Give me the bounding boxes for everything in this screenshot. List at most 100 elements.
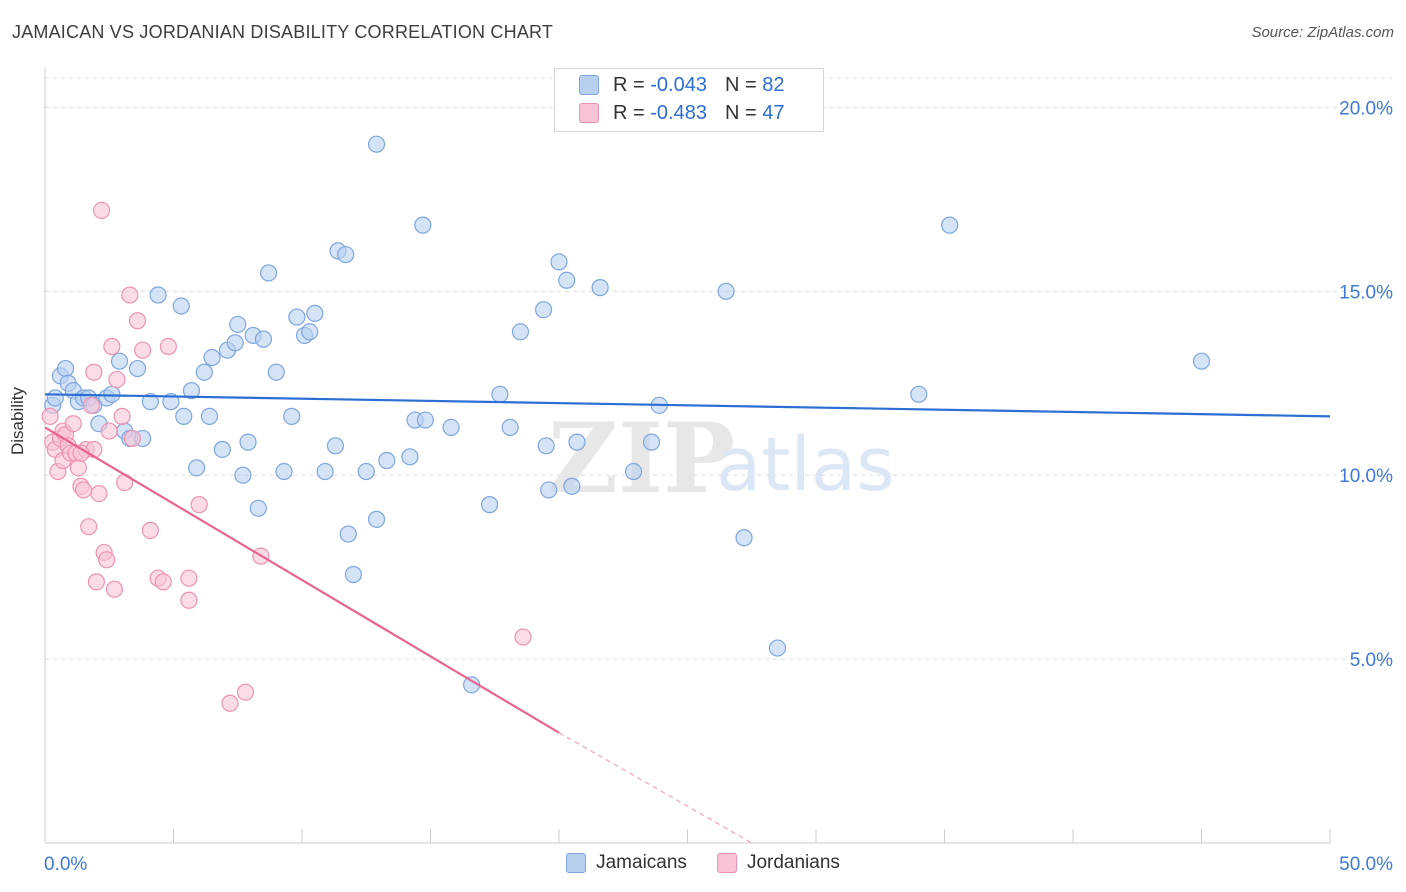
- jamaican-point: [267, 363, 285, 381]
- jordanian-point: [108, 370, 126, 389]
- jamaican-point: [768, 639, 787, 657]
- jamaican-point: [357, 462, 375, 481]
- tick-labels: 5.0% 10.0% 15.0% 20.0% 0.0% 50.0%: [44, 98, 1393, 875]
- axes: [44, 68, 1331, 844]
- jamaican-point: [735, 529, 753, 547]
- legend-item-jordanians[interactable]: Jordanians: [716, 852, 840, 874]
- jordanian-point: [190, 496, 208, 514]
- jamaican-point: [481, 496, 499, 514]
- r-value: -0.043: [650, 73, 707, 96]
- jamaican-point: [326, 437, 345, 455]
- jamaican-point: [416, 411, 434, 429]
- jamaican-point: [1192, 352, 1211, 370]
- legend-row-jamaicans: R = -0.043 N = 82: [555, 72, 784, 98]
- jamaican-point: [275, 462, 293, 481]
- jordanian-point: [103, 337, 121, 356]
- series-jamaicans: [44, 135, 1211, 694]
- jamaican-point: [306, 304, 324, 322]
- jamaican-point: [175, 407, 193, 425]
- n-value: 47: [762, 101, 785, 124]
- jamaican-point: [188, 459, 206, 477]
- source-label: Source: ZipAtlas.com: [1251, 24, 1394, 41]
- y-tick-label: 20.0%: [1339, 98, 1393, 119]
- series-legend: Jamaicans Jordanians: [0, 852, 1406, 874]
- jamaican-point: [200, 407, 219, 425]
- legend-row-jordanians: R = -0.483 N = 47: [555, 100, 784, 126]
- jamaican-point: [203, 348, 221, 367]
- watermark-zip: ZIP: [548, 402, 735, 515]
- jordanian-point: [80, 518, 98, 536]
- jamaican-point: [717, 282, 735, 300]
- jordanian-point: [92, 201, 111, 220]
- jordanian-point: [64, 415, 82, 433]
- pink-swatch-icon: [579, 103, 599, 123]
- jamaican-point: [378, 451, 396, 470]
- jamaican-point: [624, 462, 643, 481]
- jamaican-point: [642, 433, 661, 451]
- watermark-atlas: atlas: [716, 422, 895, 508]
- jordanian-point: [105, 580, 123, 598]
- jamaican-point: [195, 363, 213, 381]
- watermark: ZIP atlas: [548, 402, 895, 515]
- jamaican-point: [568, 433, 586, 451]
- jamaican-point: [213, 440, 231, 459]
- r-label: R =: [613, 101, 645, 124]
- jamaican-point: [491, 385, 509, 403]
- jamaican-point: [172, 297, 190, 315]
- jordanian-point: [154, 573, 172, 591]
- jamaican-point: [239, 433, 257, 451]
- chart-title: JAMAICAN VS JORDANIAN DISABILITY CORRELA…: [12, 22, 554, 42]
- jamaican-point: [910, 385, 928, 403]
- jamaican-point: [162, 393, 180, 411]
- legend-label-jamaicans: Jamaicans: [596, 852, 687, 873]
- jordanian-point: [141, 521, 159, 539]
- jamaican-point: [288, 308, 306, 326]
- jamaican-point: [511, 323, 530, 341]
- jamaican-point: [110, 352, 129, 370]
- jamaican-point: [367, 135, 386, 153]
- jordanian-point: [221, 694, 239, 712]
- jamaican-point: [259, 264, 278, 282]
- jordanian-point: [514, 628, 532, 646]
- jamaican-point: [301, 323, 319, 341]
- jordanian-point: [41, 407, 59, 425]
- jamaican-point: [591, 279, 609, 297]
- jamaican-point: [128, 359, 147, 378]
- r-value: -0.483: [650, 101, 707, 124]
- jamaican-point: [563, 477, 581, 495]
- jamaican-point: [249, 499, 267, 517]
- jordanian-point: [180, 569, 198, 587]
- y-tick-label: 5.0%: [1350, 650, 1393, 671]
- blue-swatch-icon: [566, 853, 587, 873]
- jordanian-point: [69, 459, 88, 477]
- jordanian-point: [134, 341, 152, 359]
- legend-item-jamaicans[interactable]: Jamaicans: [566, 852, 687, 874]
- x-tick-label: 50.0%: [1339, 854, 1393, 875]
- y-tick-label: 10.0%: [1339, 466, 1393, 487]
- jamaican-point: [558, 271, 576, 289]
- jordanian-point: [85, 363, 103, 381]
- blue-swatch-icon: [579, 75, 599, 95]
- jamaican-point: [344, 565, 362, 584]
- jamaican-point: [149, 286, 167, 304]
- series-jordanians: [41, 201, 532, 712]
- jamaican-point: [56, 359, 75, 378]
- jamaican-point: [337, 245, 355, 264]
- jordanian-point: [100, 422, 118, 440]
- jamaican-point: [550, 253, 568, 271]
- jamaican-point: [442, 418, 460, 436]
- jordanian-point: [98, 551, 116, 569]
- jordanian-point: [159, 337, 177, 356]
- jordanian-point: [128, 312, 147, 330]
- jordanians-trend-line: [44, 426, 560, 734]
- jordanian-point: [121, 286, 139, 304]
- n-label: N =: [724, 73, 757, 96]
- pink-swatch-icon: [716, 853, 737, 873]
- jamaican-point: [537, 437, 555, 455]
- x-tick-label: 0.0%: [44, 854, 87, 875]
- jordanian-point: [82, 396, 100, 414]
- jamaican-point: [401, 448, 419, 466]
- jordanian-point: [87, 573, 106, 591]
- y-tick-label: 15.0%: [1339, 282, 1393, 303]
